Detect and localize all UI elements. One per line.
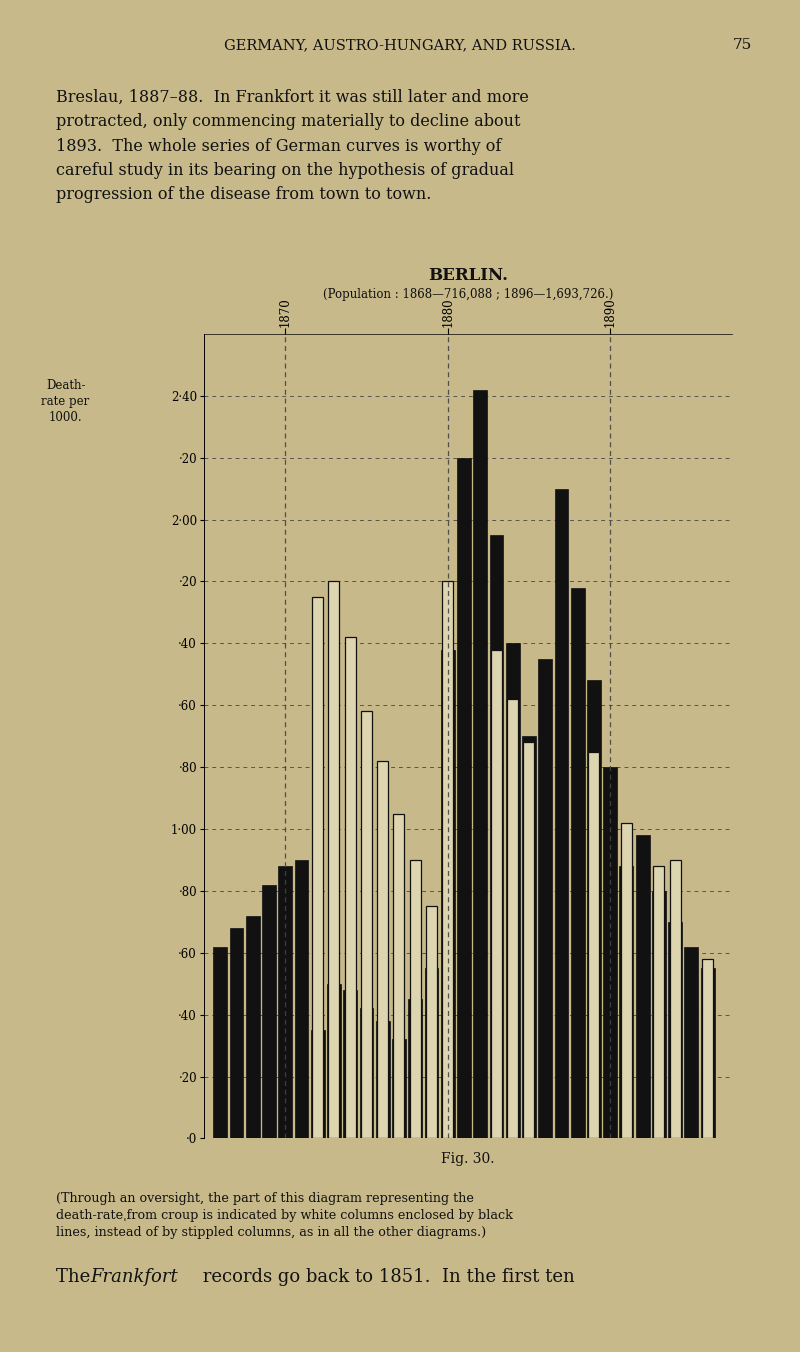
Bar <box>619 867 634 1138</box>
Bar <box>312 598 323 1138</box>
Text: Death-
rate per
1000.: Death- rate per 1000. <box>42 379 90 423</box>
Bar <box>522 735 536 1138</box>
Bar <box>262 884 276 1138</box>
Bar <box>327 984 341 1138</box>
Bar <box>345 637 356 1138</box>
Bar <box>343 990 357 1138</box>
Bar <box>507 699 518 1138</box>
Bar <box>490 535 503 1138</box>
Text: The: The <box>56 1268 96 1286</box>
Bar <box>394 814 405 1138</box>
Text: Breslau, 1887–88.  In Frankfort it was still later and more
protracted, only com: Breslau, 1887–88. In Frankfort it was st… <box>56 89 529 203</box>
Text: 75: 75 <box>733 38 752 51</box>
Bar <box>570 588 585 1138</box>
Bar <box>377 761 388 1138</box>
Bar <box>587 680 601 1138</box>
Text: (Population : 1868—716,088 ; 1896—1,693,726.): (Population : 1868—716,088 ; 1896—1,693,… <box>323 288 613 301</box>
Bar <box>621 823 632 1138</box>
Bar <box>588 752 599 1138</box>
Bar <box>278 867 292 1138</box>
Text: records go back to 1851.  In the first ten: records go back to 1851. In the first te… <box>197 1268 574 1286</box>
Bar <box>426 906 437 1138</box>
Bar <box>506 644 519 1138</box>
Bar <box>523 742 534 1138</box>
Bar <box>441 649 454 1138</box>
Text: GERMANY, AUSTRO-HUNGARY, AND RUSSIA.: GERMANY, AUSTRO-HUNGARY, AND RUSSIA. <box>224 38 576 51</box>
Bar <box>392 1040 406 1138</box>
Bar <box>701 968 714 1138</box>
Bar <box>670 860 681 1138</box>
Bar <box>329 581 339 1138</box>
Bar <box>603 767 617 1138</box>
Bar <box>311 1030 325 1138</box>
Bar <box>474 389 487 1138</box>
Bar <box>457 458 471 1138</box>
Bar <box>654 867 665 1138</box>
Bar <box>636 836 650 1138</box>
Bar <box>361 711 372 1138</box>
Bar <box>554 488 568 1138</box>
Bar <box>230 927 243 1138</box>
Bar <box>410 860 421 1138</box>
Bar <box>652 891 666 1138</box>
Text: Fig. 30.: Fig. 30. <box>442 1152 494 1165</box>
Text: BERLIN.: BERLIN. <box>428 266 508 284</box>
Bar <box>491 649 502 1138</box>
Text: Frankfort: Frankfort <box>90 1268 178 1286</box>
Bar <box>702 959 713 1138</box>
Bar <box>376 1021 390 1138</box>
Bar <box>685 946 698 1138</box>
Bar <box>668 922 682 1138</box>
Text: (Through an oversight, the part of this diagram representing the
death-rateˌfrom: (Through an oversight, the part of this … <box>56 1192 513 1240</box>
Bar <box>214 946 227 1138</box>
Bar <box>442 581 454 1138</box>
Bar <box>294 860 308 1138</box>
Bar <box>408 999 422 1138</box>
Bar <box>246 915 260 1138</box>
Bar <box>359 1009 374 1138</box>
Bar <box>538 658 552 1138</box>
Bar <box>425 968 438 1138</box>
